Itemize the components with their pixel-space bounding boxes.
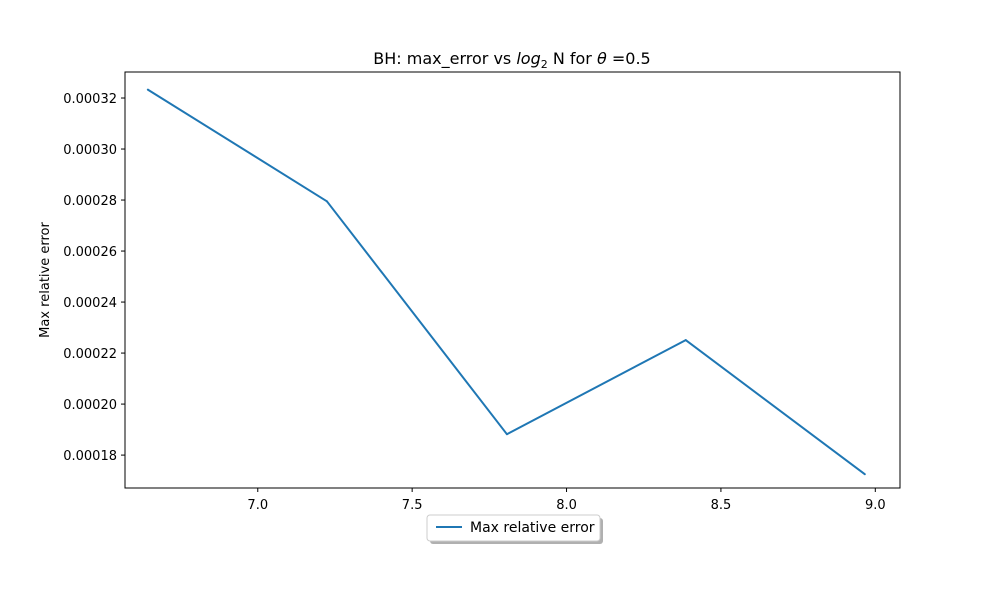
- y-tick-label: 0.00026: [63, 245, 117, 260]
- data-point: [505, 433, 508, 436]
- chart-title: BH: max_error vs log2 N for θ =0.5: [373, 49, 650, 71]
- x-tick-label: 8.5: [711, 498, 732, 513]
- data-point: [863, 473, 866, 476]
- data-point: [684, 339, 687, 342]
- data-point: [325, 200, 328, 203]
- y-tick-label: 0.00018: [63, 449, 117, 464]
- legend: Max relative error: [426, 514, 603, 544]
- y-tick-label: 0.00032: [63, 92, 117, 107]
- x-tick-label: 8.0: [556, 498, 577, 513]
- x-tick-label: 7.5: [402, 498, 423, 513]
- legend-box: [426, 514, 601, 542]
- x-tick-label: 7.0: [247, 498, 268, 513]
- y-tick-label: 0.00020: [63, 398, 117, 413]
- series-layer: [146, 88, 866, 476]
- plot-frame: [124, 71, 901, 489]
- legend-label: Max relative error: [470, 520, 595, 536]
- y-tick-label: 0.00024: [63, 296, 117, 311]
- x-tick-label: 9.0: [865, 498, 886, 513]
- y-tick-label: 0.00030: [63, 143, 117, 158]
- y-axis: 0.00018 0.00020 0.00022 0.00024 0.00026 0.000…: [63, 92, 125, 464]
- data-point: [146, 88, 149, 91]
- y-tick-label: 0.00022: [63, 347, 117, 362]
- x-axis: 7.0 7.5 8.0 8.5 9.0: [247, 488, 886, 513]
- y-axis-label: Max relative error: [38, 222, 53, 338]
- y-tick-label: 0.00028: [63, 194, 117, 209]
